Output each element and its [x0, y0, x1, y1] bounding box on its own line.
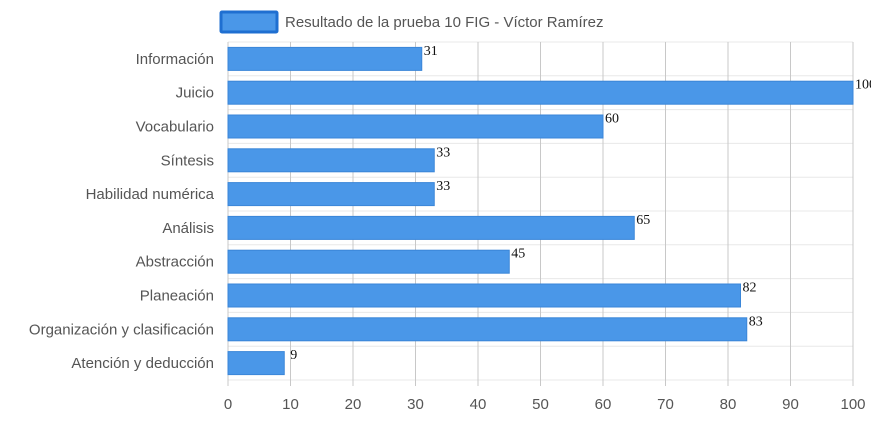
x-tick-label: 90	[782, 396, 799, 413]
bar[interactable]	[227, 182, 435, 207]
category-label: Atención y deducción	[71, 355, 214, 372]
data-label: 31	[424, 44, 438, 59]
legend-swatch[interactable]	[219, 10, 279, 34]
bar[interactable]	[227, 148, 435, 173]
x-tick-label: 10	[282, 396, 299, 413]
x-tick-label: 100	[840, 396, 865, 413]
x-tick-label: 80	[720, 396, 737, 413]
x-tick-label: 70	[657, 396, 674, 413]
category-label: Información	[136, 51, 214, 68]
category-label: Abstracción	[136, 254, 214, 271]
bar[interactable]	[227, 46, 423, 71]
bar-series	[227, 46, 854, 376]
category-axis: Información Juicio Vocabulario Síntesis Habi…	[29, 51, 215, 372]
value-axis: 0 10 20 30 40 50 60 70 80 90 100	[224, 396, 866, 413]
legend-label[interactable]: Resultado de la prueba 10 FIG - Víctor R…	[285, 14, 603, 31]
data-label: 83	[749, 314, 763, 329]
x-tick-label: 40	[470, 396, 487, 413]
bar[interactable]	[227, 114, 604, 139]
x-tick-label: 30	[407, 396, 424, 413]
bar[interactable]	[227, 249, 510, 274]
bar[interactable]	[227, 317, 748, 342]
bar[interactable]	[227, 215, 635, 240]
data-label: 82	[743, 281, 757, 296]
bar[interactable]	[227, 283, 741, 308]
bar[interactable]	[227, 80, 854, 105]
x-tick-label: 20	[345, 396, 362, 413]
data-label: 100	[855, 78, 871, 93]
data-label: 65	[636, 213, 650, 228]
category-label: Habilidad numérica	[86, 186, 215, 203]
category-label: Planeación	[140, 288, 214, 305]
data-label: 60	[605, 112, 619, 127]
category-label: Organización y clasificación	[29, 321, 214, 338]
data-labels: 31 100 60 33 33 65 45 82 83 9	[290, 44, 871, 363]
bar[interactable]	[227, 351, 285, 376]
category-label: Vocabulario	[136, 119, 214, 136]
x-tick-label: 0	[224, 396, 232, 413]
data-label: 33	[436, 145, 450, 160]
category-label: Análisis	[162, 220, 214, 237]
x-tick-label: 60	[595, 396, 612, 413]
category-label: Síntesis	[161, 152, 214, 169]
data-label: 9	[290, 348, 297, 363]
legend[interactable]: Resultado de la prueba 10 FIG - Víctor R…	[219, 10, 603, 34]
data-label: 45	[511, 247, 525, 262]
category-label: Juicio	[176, 85, 214, 102]
data-label: 33	[436, 179, 450, 194]
x-tick-label: 50	[532, 396, 549, 413]
